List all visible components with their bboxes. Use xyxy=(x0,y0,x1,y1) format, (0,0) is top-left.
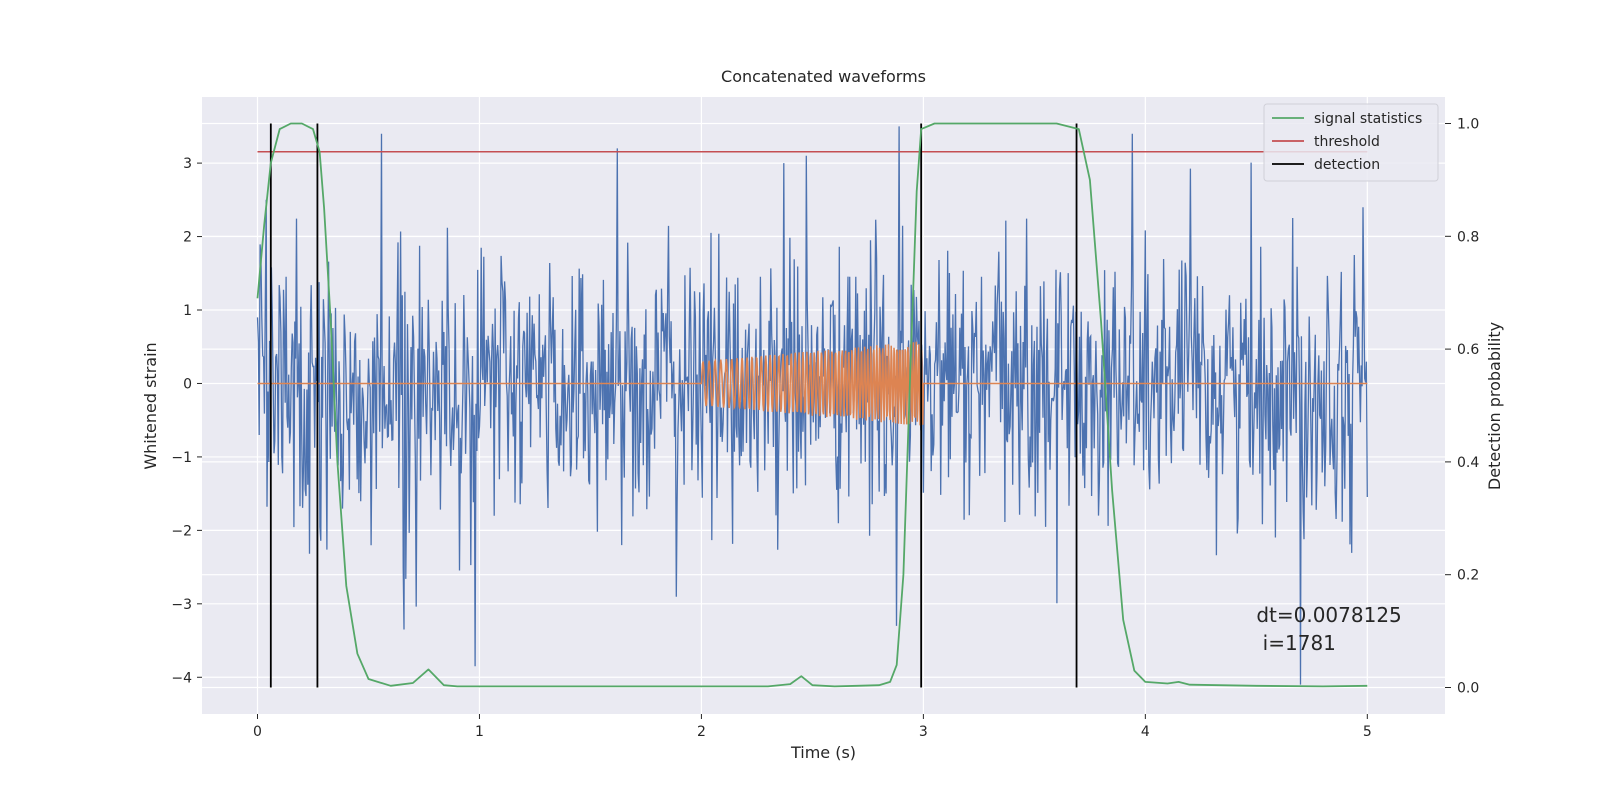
y2-tick-label: 0.6 xyxy=(1457,342,1479,358)
strain-series-line xyxy=(256,126,1368,685)
annotation-text: i=1781 xyxy=(1256,631,1336,655)
y-tick-label: 3 xyxy=(183,156,192,172)
y-tick-label: 1 xyxy=(183,303,192,319)
y2-tick-label: 0.4 xyxy=(1457,455,1479,471)
y-tick-label: 0 xyxy=(183,376,192,392)
y-tick-label: −1 xyxy=(171,450,192,466)
y2-axis-label: Detection probability xyxy=(1485,322,1504,490)
template-series-line xyxy=(257,341,1368,426)
legend-label: signal statistics xyxy=(1314,111,1422,127)
x-tick-label: 3 xyxy=(919,724,928,740)
y-tick-label: 2 xyxy=(183,230,192,246)
legend-label: detection xyxy=(1314,157,1380,173)
x-tick-label: 5 xyxy=(1363,724,1372,740)
legend-label: threshold xyxy=(1314,134,1380,150)
x-tick-label: 2 xyxy=(697,724,706,740)
y-tick-label: −2 xyxy=(171,523,192,539)
x-tick-label: 0 xyxy=(253,724,262,740)
y-axis-label: Whitened strain xyxy=(141,342,160,469)
chart-title: Concatenated waveforms xyxy=(721,67,926,86)
annotation-text: dt=0.0078125 xyxy=(1256,603,1401,627)
y2-tick-label: 0.2 xyxy=(1457,568,1479,584)
y-tick-label: −4 xyxy=(171,670,192,686)
x-axis-label: Time (s) xyxy=(790,743,856,762)
legend-box xyxy=(1263,103,1439,182)
y2-tick-label: 0.8 xyxy=(1457,229,1479,245)
signal-statistics-line xyxy=(256,122,1368,688)
x-tick-label: 4 xyxy=(1141,724,1150,740)
y-tick-label: −3 xyxy=(171,597,192,613)
x-tick-label: 1 xyxy=(475,724,484,740)
y2-tick-label: 1.0 xyxy=(1457,117,1479,133)
y2-tick-label: 0.0 xyxy=(1457,680,1479,696)
